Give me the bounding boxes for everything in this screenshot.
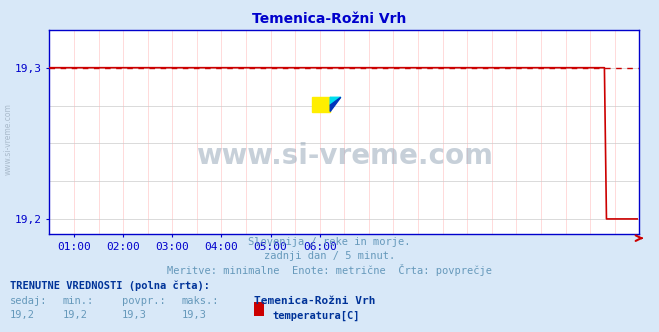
Text: Temenica-Rožni Vrh: Temenica-Rožni Vrh <box>252 12 407 26</box>
Text: 19,2: 19,2 <box>63 310 88 320</box>
Text: TRENUTNE VREDNOSTI (polna črta):: TRENUTNE VREDNOSTI (polna črta): <box>10 281 210 291</box>
Text: sedaj:: sedaj: <box>10 296 47 306</box>
Text: Meritve: minimalne  Enote: metrične  Črta: povprečje: Meritve: minimalne Enote: metrične Črta:… <box>167 264 492 276</box>
Text: min.:: min.: <box>63 296 94 306</box>
Bar <box>312 97 330 112</box>
Text: www.si-vreme.com: www.si-vreme.com <box>196 142 493 170</box>
Text: 19,3: 19,3 <box>181 310 206 320</box>
Polygon shape <box>330 97 341 105</box>
Text: 19,2: 19,2 <box>10 310 35 320</box>
Text: zadnji dan / 5 minut.: zadnji dan / 5 minut. <box>264 251 395 261</box>
Text: temperatura[C]: temperatura[C] <box>272 310 360 321</box>
Text: Slovenija / reke in morje.: Slovenija / reke in morje. <box>248 237 411 247</box>
Text: www.si-vreme.com: www.si-vreme.com <box>3 104 13 175</box>
Text: 19,3: 19,3 <box>122 310 147 320</box>
Text: maks.:: maks.: <box>181 296 219 306</box>
Text: povpr.:: povpr.: <box>122 296 165 306</box>
Text: Temenica-Rožni Vrh: Temenica-Rožni Vrh <box>254 296 375 306</box>
Polygon shape <box>330 97 341 112</box>
